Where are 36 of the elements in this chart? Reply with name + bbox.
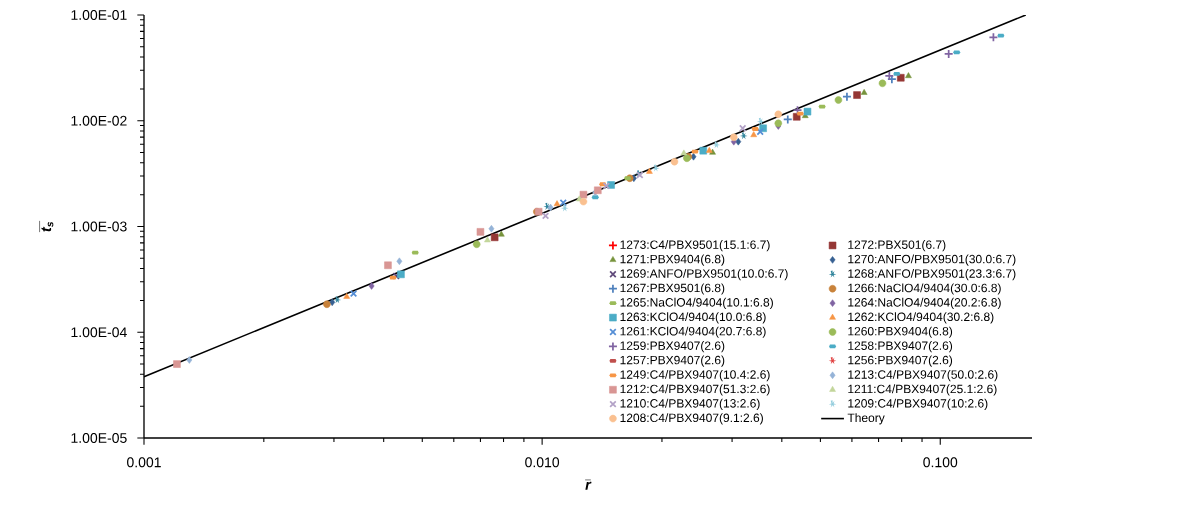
legend-label: 1211:C4/PBX9407(25.1:2.6) bbox=[848, 384, 997, 396]
legend-label: 1256:PBX9407(2.6) bbox=[848, 355, 953, 367]
x-axis-title: r bbox=[585, 481, 592, 490]
legend-label: 1267:PBX9501(6.8) bbox=[620, 283, 725, 295]
legend-label: 1261:KClO4/9404(20.7:6.8) bbox=[620, 326, 766, 338]
legend-label: 1257:PBX9407(2.6) bbox=[620, 355, 725, 367]
legend-label: 1264:NaClO4/9404(20.2:6.8) bbox=[848, 297, 1001, 309]
legend-label: 1210:C4/PBX9407(13:2.6) bbox=[620, 398, 760, 410]
legend-label: 1208:C4/PBX9407(9.1:2.6) bbox=[620, 413, 763, 425]
x-tick-label: 0.010 bbox=[525, 457, 560, 468]
y-tick-label: 1.00E-05 bbox=[71, 433, 127, 443]
legend-label: 1263:KClO4/9404(10.0:6.8) bbox=[620, 312, 766, 324]
y-axis-title: t$_{s}$ bbox=[41, 221, 54, 232]
legend-label: 1270:ANFO/PBX9501(30.0:6.7) bbox=[848, 254, 1016, 266]
legend-label: 1209:C4/PBX9407(10:2.6) bbox=[848, 398, 988, 410]
legend-label: 1259:PBX9407(2.6) bbox=[620, 341, 725, 353]
legend-label: 1266:NaClO4/9404(30.0:6.8) bbox=[848, 283, 1001, 295]
legend-label: Theory bbox=[847, 413, 885, 425]
x-tick-label: 0.100 bbox=[923, 457, 958, 468]
y-tick-label: 1.00E-02 bbox=[71, 115, 127, 126]
legend-label: 1260:PBX9404(6.8) bbox=[848, 326, 953, 338]
legend-label: 1273:C4/PBX9501(15.1:6.7) bbox=[620, 240, 770, 252]
legend-label: 1265:NaClO4/9404(10.1:6.8) bbox=[620, 297, 773, 309]
legend-label: 1213:C4/PBX9407(50.0:2.6) bbox=[848, 369, 998, 382]
legend-label: 1271:PBX9404(6.8) bbox=[620, 254, 725, 266]
legend-label: 1272:PBX501(6.7) bbox=[848, 240, 946, 252]
y-tick-label: 1.00E-01 bbox=[71, 10, 127, 20]
legend-label: 1268:ANFO/PBX9501(23.3:6.7) bbox=[848, 268, 1016, 281]
y-tick-label: 1.00E-03 bbox=[71, 221, 127, 232]
legend-label: 1262:KClO4/9404(30.2:6.8) bbox=[848, 312, 994, 324]
y-tick-label: 1.00E-04 bbox=[71, 327, 127, 338]
legend-label: 1269:ANFO/PBX9501(10.0:6.7) bbox=[620, 268, 788, 281]
legend-label: 1212:C4/PBX9407(51.3:2.6) bbox=[620, 384, 770, 396]
x-tick-label: 0.001 bbox=[127, 457, 161, 468]
legend-label: 1258:PBX9407(2.6) bbox=[848, 341, 953, 353]
legend-label: 1249:C4/PBX9407(10.4:2.6) bbox=[620, 369, 770, 382]
